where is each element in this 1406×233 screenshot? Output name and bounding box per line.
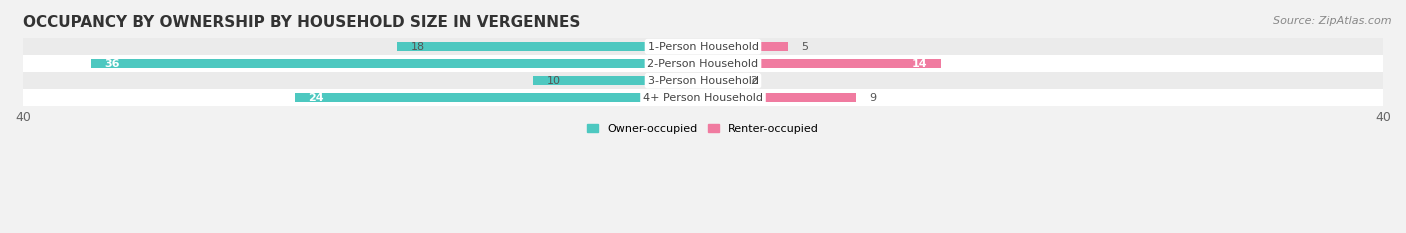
Bar: [396, 42, 703, 51]
Text: 18: 18: [411, 42, 425, 52]
Text: 14: 14: [912, 59, 928, 69]
Bar: [703, 76, 737, 85]
Text: 4+ Person Household: 4+ Person Household: [643, 93, 763, 103]
Text: 3-Person Household: 3-Person Household: [648, 76, 758, 86]
Text: 2-Person Household: 2-Person Household: [647, 59, 759, 69]
Bar: [533, 76, 703, 85]
Text: 9: 9: [870, 93, 877, 103]
Text: 36: 36: [104, 59, 120, 69]
Bar: [91, 59, 703, 68]
Text: 2: 2: [751, 76, 758, 86]
Text: 10: 10: [547, 76, 561, 86]
Text: 5: 5: [801, 42, 808, 52]
Text: Source: ZipAtlas.com: Source: ZipAtlas.com: [1274, 16, 1392, 26]
Bar: [703, 42, 787, 51]
Bar: [22, 55, 1384, 72]
Text: 1-Person Household: 1-Person Household: [648, 42, 758, 52]
Bar: [295, 93, 703, 103]
Bar: [22, 38, 1384, 55]
Text: OCCUPANCY BY OWNERSHIP BY HOUSEHOLD SIZE IN VERGENNES: OCCUPANCY BY OWNERSHIP BY HOUSEHOLD SIZE…: [22, 15, 581, 30]
Bar: [22, 89, 1384, 106]
Bar: [703, 93, 856, 103]
Legend: Owner-occupied, Renter-occupied: Owner-occupied, Renter-occupied: [582, 119, 824, 138]
Bar: [703, 59, 941, 68]
Bar: [22, 72, 1384, 89]
Text: 24: 24: [308, 93, 325, 103]
